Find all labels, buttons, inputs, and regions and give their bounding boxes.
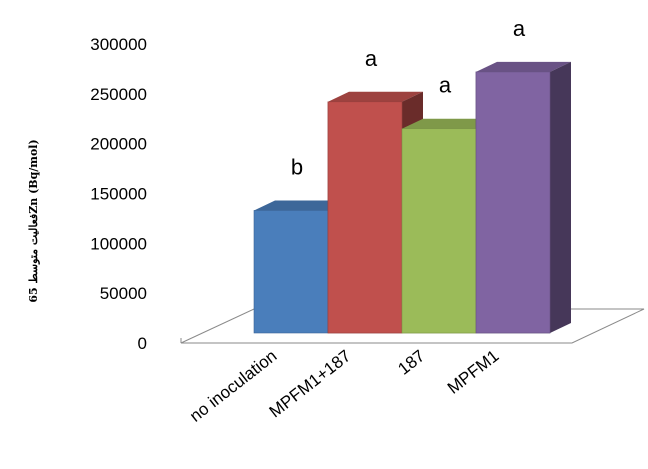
significance-letters: b a a a: [291, 16, 526, 180]
y-axis-title-group: فعالیت متوسط 65Zn (Bq/mol): [27, 139, 40, 302]
bar-top: [328, 91, 423, 102]
significance-letter: a: [439, 73, 452, 98]
y-tick-label: 150000: [90, 185, 147, 204]
bar-front: [253, 210, 329, 334]
bar-side: [550, 61, 571, 333]
bar-front-overlay: [401, 128, 477, 334]
y-axis-title: فعالیت متوسط 65Zn (Bq/mol): [27, 139, 40, 302]
x-category-label: no inoculation: [186, 346, 280, 426]
significance-letter: a: [365, 46, 378, 71]
y-tick-label: 0: [138, 334, 147, 353]
y-tick-label: 200000: [90, 135, 147, 154]
significance-letter: b: [291, 154, 303, 179]
x-category-label: MPFM1+187: [266, 346, 355, 421]
bar-front-overlay: [475, 71, 551, 334]
x-category-label: 187: [394, 346, 428, 378]
x-category-label: MPFM1: [444, 346, 503, 398]
bar-top: [402, 118, 497, 129]
bar-front-overlay: [327, 101, 403, 334]
bar-top: [476, 61, 571, 72]
y-tick-label: 50000: [100, 284, 147, 303]
y-tick-label: 300000: [90, 35, 147, 54]
significance-letter: a: [513, 16, 526, 41]
y-axis-ticks: 0 50000 100000 150000 200000 250000 300000: [90, 35, 147, 353]
bar-top: [254, 200, 349, 211]
y-tick-label: 100000: [90, 234, 147, 253]
y-tick-label: 250000: [90, 85, 147, 104]
bars-group: [253, 61, 571, 334]
